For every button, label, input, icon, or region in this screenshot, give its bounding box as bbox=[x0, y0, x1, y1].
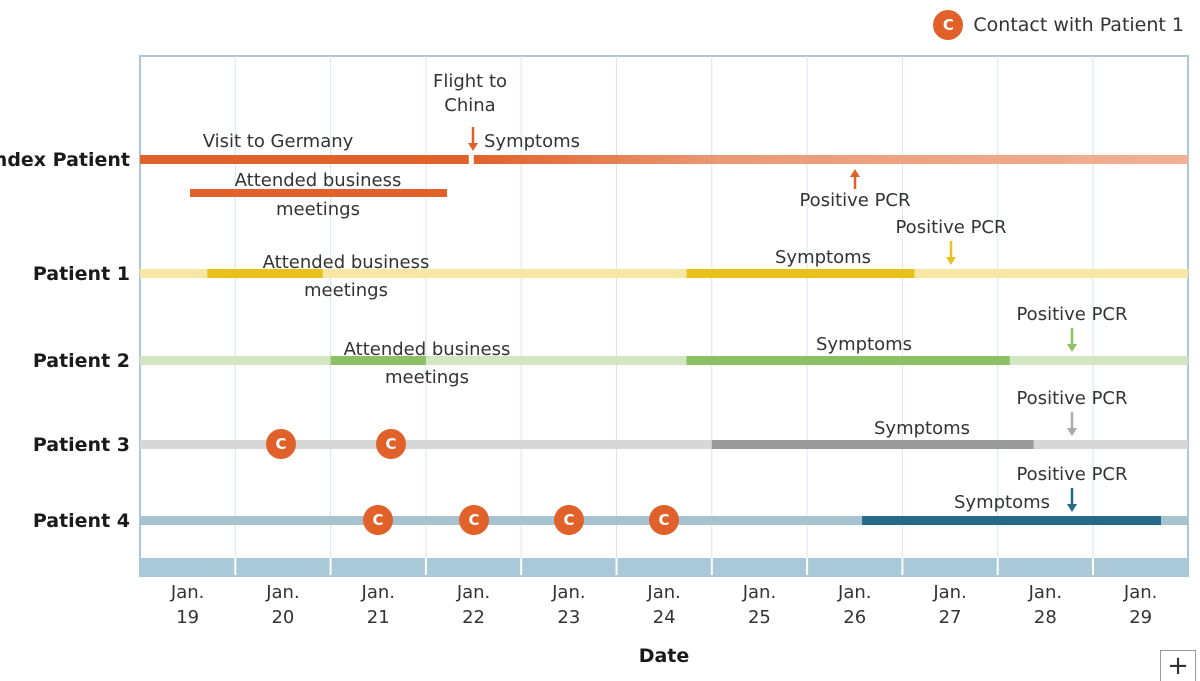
date-tick-label: 24 bbox=[653, 607, 676, 628]
contact-marker bbox=[649, 505, 679, 535]
meetings-label: meetings bbox=[304, 280, 388, 301]
date-strip-cell bbox=[903, 558, 997, 576]
date-tick-label: 25 bbox=[748, 607, 771, 628]
date-tick-label: Jan. bbox=[551, 582, 585, 603]
date-strip-cell bbox=[331, 558, 425, 576]
row-label: Patient 4 bbox=[33, 510, 130, 532]
date-strip-cell bbox=[998, 558, 1092, 576]
contact-marker bbox=[363, 505, 393, 535]
row-label: Patient 3 bbox=[33, 434, 130, 456]
event-label: Flight to bbox=[433, 71, 507, 92]
event-label: Positive PCR bbox=[1016, 304, 1127, 325]
date-tick-label: 19 bbox=[176, 607, 199, 628]
visit-label: Visit to Germany bbox=[203, 131, 354, 152]
date-tick-label: Jan. bbox=[456, 582, 490, 603]
contact-icon: C bbox=[933, 10, 964, 40]
period-bar bbox=[207, 269, 323, 278]
row-label: Patient 2 bbox=[33, 350, 130, 372]
date-tick-label: Jan. bbox=[742, 582, 776, 603]
date-strip-cell bbox=[712, 558, 807, 576]
date-tick-label: Jan. bbox=[1028, 582, 1062, 603]
date-strip-cell bbox=[617, 558, 711, 576]
date-strip-cell bbox=[426, 558, 521, 576]
row-base-bar bbox=[140, 356, 1188, 365]
date-tick-label: 28 bbox=[1034, 607, 1057, 628]
date-strip-cell bbox=[808, 558, 902, 576]
contact-marker-letter: C bbox=[658, 511, 669, 529]
meetings-bar bbox=[190, 189, 447, 197]
row-label: Patient 1 bbox=[33, 263, 130, 285]
event-label: Positive PCR bbox=[1016, 388, 1127, 409]
symptoms-label: Symptoms bbox=[775, 247, 871, 268]
date-tick-label: Jan. bbox=[265, 582, 299, 603]
index-symptoms-bar bbox=[473, 155, 1188, 164]
event-arrow-head bbox=[1067, 344, 1077, 352]
date-tick-label: Jan. bbox=[932, 582, 966, 603]
contact-marker-letter: C bbox=[468, 511, 479, 529]
date-tick-label: 21 bbox=[367, 607, 390, 628]
contact-marker-letter: C bbox=[385, 435, 396, 453]
event-arrow-head bbox=[946, 257, 956, 265]
contact-marker bbox=[266, 429, 296, 459]
meetings-label: Attended business bbox=[263, 252, 430, 273]
event-label: China bbox=[444, 95, 495, 116]
date-tick-label: Jan. bbox=[361, 582, 395, 603]
event-label: Positive PCR bbox=[1016, 464, 1127, 485]
period-bar bbox=[330, 356, 426, 365]
legend: C Contact with Patient 1 bbox=[933, 10, 1184, 40]
date-strip-cell bbox=[1094, 558, 1188, 576]
event-label: Positive PCR bbox=[799, 190, 910, 211]
period-bar bbox=[686, 269, 915, 278]
symptoms-label: Symptoms bbox=[874, 418, 970, 439]
event-arrow-head bbox=[1067, 428, 1077, 436]
contact-marker bbox=[376, 429, 406, 459]
symptoms-label: Symptoms bbox=[816, 334, 912, 355]
date-tick-label: 26 bbox=[843, 607, 866, 628]
date-tick-label: 20 bbox=[271, 607, 294, 628]
date-strip-cell bbox=[522, 558, 616, 576]
symptoms-label: Symptoms bbox=[484, 131, 580, 152]
period-bar bbox=[686, 356, 1010, 365]
meetings-label: meetings bbox=[385, 367, 469, 388]
row-base-bar bbox=[140, 269, 1188, 278]
plot-frame bbox=[139, 55, 1189, 577]
legend-label: Contact with Patient 1 bbox=[973, 14, 1184, 36]
contact-marker-letter: C bbox=[563, 511, 574, 529]
date-strip-cell bbox=[236, 558, 330, 576]
date-tick-label: Jan. bbox=[1123, 582, 1157, 603]
date-strip-cell bbox=[141, 558, 235, 576]
meetings-label: Attended business bbox=[344, 339, 511, 360]
contact-marker-letter: C bbox=[372, 511, 383, 529]
period-bar bbox=[862, 516, 1161, 525]
meetings-label: Attended business bbox=[235, 170, 402, 191]
contact-marker bbox=[459, 505, 489, 535]
x-axis-title: Date bbox=[639, 645, 690, 667]
date-tick-label: Jan. bbox=[837, 582, 871, 603]
date-tick-label: 22 bbox=[462, 607, 485, 628]
contact-marker bbox=[554, 505, 584, 535]
date-tick-label: 29 bbox=[1129, 607, 1152, 628]
date-tick-label: 27 bbox=[939, 607, 962, 628]
period-bar bbox=[711, 440, 1034, 449]
expand-button[interactable]: + bbox=[1160, 650, 1196, 681]
index-visit-bar bbox=[140, 155, 469, 164]
row-label: Index Patient bbox=[0, 149, 130, 171]
symptoms-label: Symptoms bbox=[954, 492, 1050, 513]
event-arrow-head bbox=[1067, 504, 1077, 512]
event-label: Positive PCR bbox=[895, 217, 1006, 238]
row-base-bar bbox=[140, 440, 1188, 449]
contact-marker-letter: C bbox=[275, 435, 286, 453]
meetings-label: meetings bbox=[276, 199, 360, 220]
date-tick-label: 23 bbox=[557, 607, 580, 628]
date-tick-label: Jan. bbox=[646, 582, 680, 603]
event-arrow-head bbox=[850, 169, 860, 177]
date-tick-label: Jan. bbox=[170, 582, 204, 603]
event-arrow-head bbox=[468, 143, 478, 151]
